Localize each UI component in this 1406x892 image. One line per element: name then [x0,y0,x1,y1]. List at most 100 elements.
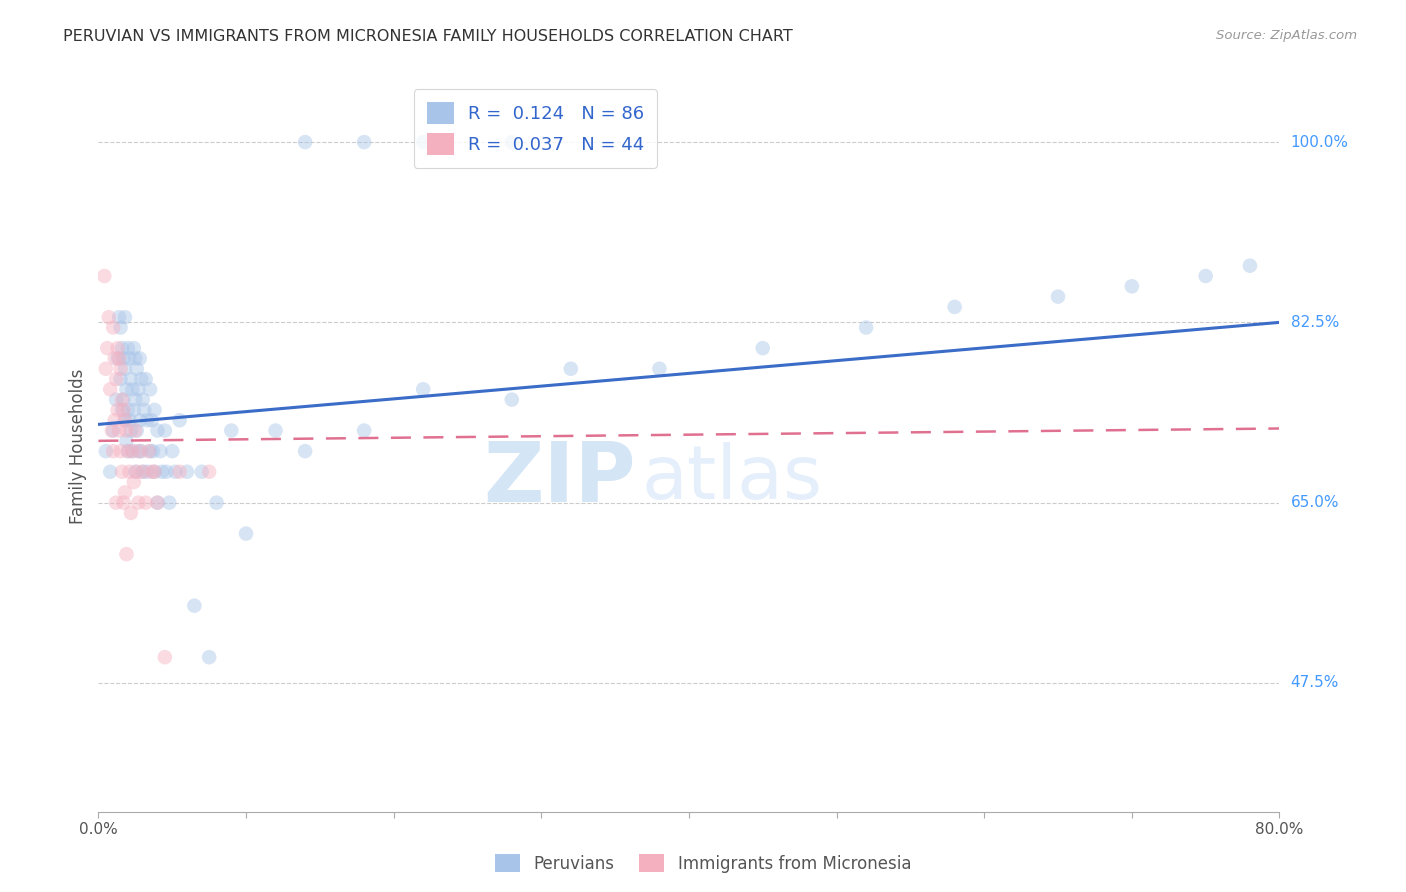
Y-axis label: Family Households: Family Households [69,368,87,524]
Point [128,444,150,458]
Point [139,444,162,458]
Point [132,465,155,479]
Point [120,372,142,386]
Point [112,496,135,510]
Point [114,485,136,500]
Point [100,424,122,438]
Point [112,403,135,417]
Point [149,444,172,458]
Point [112,392,135,407]
Point [129,444,152,458]
Point [138,444,160,458]
Point [115,424,138,438]
Point [94,444,117,458]
Point [132,392,155,407]
Point [124,465,146,479]
Point [125,465,148,479]
Point [98,382,121,396]
Point [115,547,138,561]
Point [127,496,149,510]
Point [128,413,150,427]
Text: 100.0%: 100.0% [1291,135,1348,150]
Point [97,310,120,325]
Point [110,372,132,386]
Point [118,465,141,479]
Point [114,413,136,427]
Point [191,465,214,479]
Point [105,496,128,510]
Point [134,403,156,417]
Point [153,424,176,438]
Point [110,361,132,376]
Point [141,465,163,479]
Point [122,475,145,489]
Point [114,361,136,376]
Point [121,444,143,458]
Point [169,413,191,427]
Point [117,444,139,458]
Point [103,320,125,334]
Point [198,650,221,665]
Point [162,444,183,458]
Point [108,310,131,325]
Point [353,135,375,149]
Point [560,361,582,376]
Point [157,496,180,510]
Point [110,320,132,334]
Point [111,403,134,417]
Point [117,403,139,417]
Text: atlas: atlas [641,442,823,516]
Point [132,465,155,479]
Point [855,320,877,334]
Point [501,135,523,149]
Point [128,351,150,366]
Point [146,424,169,438]
Point [155,465,177,479]
Point [136,465,159,479]
Point [124,424,146,438]
Point [108,351,131,366]
Text: ZIP: ZIP [484,438,636,519]
Point [139,382,162,396]
Point [112,351,135,366]
Point [153,650,176,665]
Point [107,351,129,366]
Point [294,135,316,149]
Point [165,465,187,479]
Point [943,300,966,314]
Point [235,526,257,541]
Point [198,465,221,479]
Point [169,465,191,479]
Point [122,341,145,355]
Point [111,392,134,407]
Point [111,465,134,479]
Point [107,341,129,355]
Point [752,341,775,355]
Point [124,351,146,366]
Point [412,382,434,396]
Point [135,372,157,386]
Text: 47.5%: 47.5% [1291,675,1339,690]
Point [104,351,127,366]
Point [105,392,128,407]
Legend: Peruvians, Immigrants from Micronesia: Peruvians, Immigrants from Micronesia [488,847,918,880]
Point [93,268,115,283]
Point [118,351,141,366]
Point [125,424,148,438]
Point [127,382,149,396]
Point [141,413,163,427]
Point [110,444,132,458]
Point [121,382,143,396]
Point [122,403,145,417]
Point [1239,259,1261,273]
Point [117,444,139,458]
Text: Source: ZipAtlas.com: Source: ZipAtlas.com [1216,29,1357,42]
Point [120,424,142,438]
Point [135,496,157,510]
Point [1121,279,1143,293]
Point [146,496,169,510]
Point [1195,268,1218,283]
Point [120,506,142,520]
Point [501,392,523,407]
Point [124,392,146,407]
